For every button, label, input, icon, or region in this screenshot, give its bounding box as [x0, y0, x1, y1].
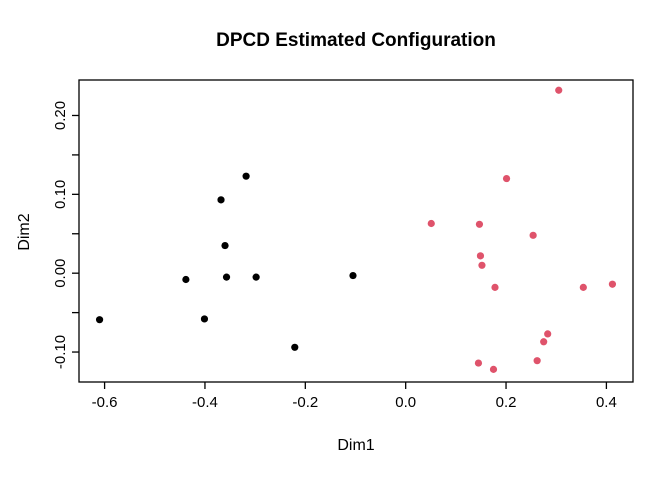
x-axis-label: Dim1: [337, 437, 375, 454]
data-point-cluster-pink: [555, 86, 563, 94]
data-point-cluster-pink: [608, 280, 617, 288]
data-point-cluster-black: [349, 271, 357, 280]
data-point-cluster-black: [182, 275, 190, 284]
data-point-cluster-pink: [502, 174, 511, 183]
data-point-cluster-black: [200, 315, 209, 323]
x-tick-label: 0.4: [596, 394, 617, 411]
x-tick-label: 0.0: [395, 394, 416, 411]
data-point-cluster-pink: [489, 365, 498, 373]
y-tick-label: -0.10: [52, 335, 69, 369]
plot-border: [78, 79, 634, 383]
data-point-cluster-black: [242, 172, 250, 180]
data-point-cluster-black: [217, 196, 225, 204]
data-point-cluster-pink: [533, 357, 541, 365]
data-point-cluster-pink: [579, 283, 587, 291]
x-tick-label: -0.4: [192, 394, 218, 411]
y-tick-label: 0.00: [52, 259, 69, 288]
data-point-cluster-black: [95, 316, 104, 324]
data-point-cluster-pink: [491, 283, 499, 291]
data-point-cluster-pink: [476, 252, 485, 260]
data-point-cluster-black: [252, 273, 260, 281]
data-point-cluster-black: [291, 343, 299, 351]
y-tick-label: 0.10: [52, 180, 69, 209]
y-tick-label: 0.20: [52, 101, 69, 130]
data-point-cluster-pink: [475, 220, 484, 228]
y-axis-label: Dim2: [16, 213, 33, 251]
data-point-cluster-black: [222, 273, 231, 281]
x-tick-label: 0.2: [496, 394, 517, 411]
data-point-cluster-pink: [474, 359, 483, 367]
data-point-cluster-pink: [427, 219, 435, 228]
x-tick-label: -0.6: [92, 394, 118, 411]
data-point-cluster-pink: [478, 261, 486, 269]
data-point-cluster-pink: [529, 231, 537, 239]
data-point-cluster-pink: [544, 330, 552, 338]
data-point-cluster-black: [221, 241, 229, 250]
chart-title: DPCD Estimated Configuration: [216, 30, 496, 51]
x-tick-label: -0.2: [292, 394, 318, 411]
data-point-cluster-pink: [540, 338, 548, 346]
